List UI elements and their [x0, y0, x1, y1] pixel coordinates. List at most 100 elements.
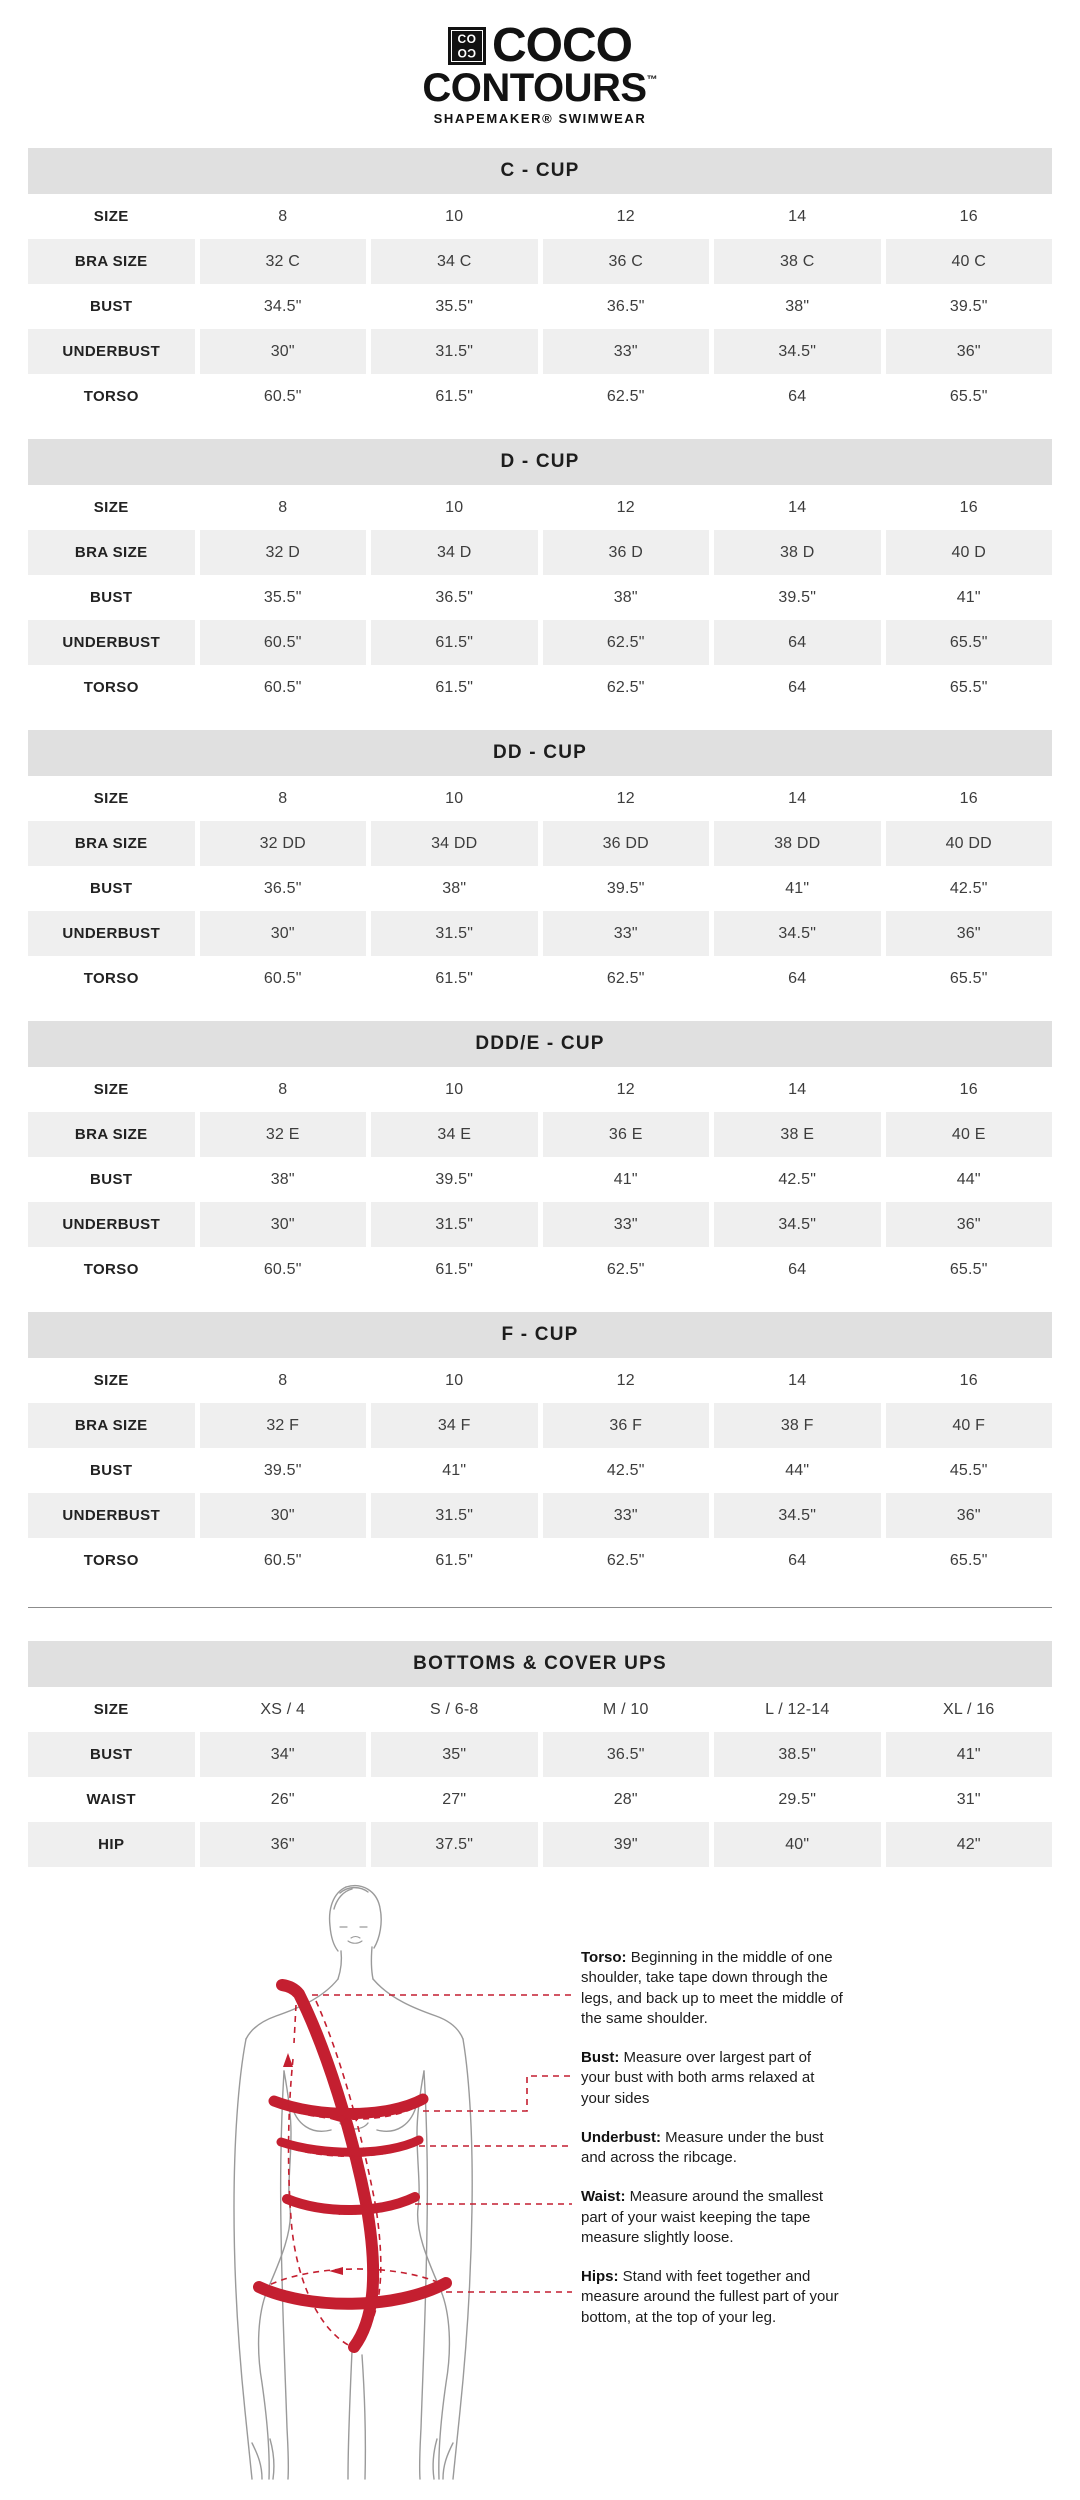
cell-value: 34 D: [371, 530, 538, 575]
cell-value: 30": [199, 911, 366, 956]
cell-value: 14: [788, 789, 807, 807]
table-row: BUST 36.5" 38" 39.5" 41" 42.5": [28, 866, 1052, 911]
cell-value: 34 E: [371, 1112, 538, 1157]
size-table: BOTTOMS & COVER UPS SIZE XS / 4 S / 6-8 M / …: [28, 1641, 1052, 1867]
row-label: HIP: [28, 1822, 195, 1867]
cell-value: 35.5": [263, 588, 302, 606]
size-chart-page: C - CUP SIZE 8 10 12 14 16 BRA SIZE 32 C 34 C 36 C…: [0, 148, 1080, 2500]
row-label: BRA SIZE: [28, 239, 195, 284]
row-label: TORSO: [83, 388, 139, 405]
cell-value: 10: [445, 1371, 464, 1389]
bottoms-size-tables: BOTTOMS & COVER UPS SIZE XS / 4 S / 6-8 M / …: [28, 1641, 1052, 1867]
cell-value: 38 E: [714, 1112, 881, 1157]
cell-value: 34.5": [714, 329, 881, 374]
table-title: C - CUP: [28, 148, 1052, 194]
row-label: UNDERBUST: [28, 329, 195, 374]
cell-value: 64: [788, 969, 807, 987]
cell-value: 34.5": [714, 911, 881, 956]
cell-value: 42.5": [606, 1461, 645, 1479]
cell-value: 12: [616, 207, 635, 225]
cell-value: 36.5": [435, 588, 474, 606]
cell-value: 38": [613, 588, 638, 606]
table-row: SIZE 8 10 12 14 16: [28, 1358, 1052, 1403]
cell-value: 36.5": [606, 297, 645, 315]
cell-value: 38": [442, 879, 467, 897]
cell-value: 28": [613, 1790, 638, 1808]
table-row: BUST 35.5" 36.5" 38" 39.5" 41": [28, 575, 1052, 620]
cell-value: 30": [199, 329, 366, 374]
trademark-symbol: ™: [646, 74, 658, 86]
cell-value: 38 D: [714, 530, 881, 575]
cell-value: 61.5": [435, 1551, 474, 1569]
cell-value: 42.5": [778, 1170, 817, 1188]
cell-value: 36": [885, 911, 1052, 956]
cell-value: 31.5": [371, 911, 538, 956]
row-label: UNDERBUST: [28, 1493, 195, 1538]
note-waist: Waist: Measure around the smallest part …: [581, 2188, 824, 2246]
cell-value: 14: [788, 498, 807, 516]
cell-value: 38.5": [714, 1732, 881, 1777]
cell-value: 8: [278, 207, 288, 225]
brand-name-coco: COCO: [491, 19, 633, 72]
cell-value: 36": [885, 1202, 1052, 1247]
cell-value: 10: [445, 1080, 464, 1098]
table-row: UNDERBUST 30" 31.5" 33" 34.5" 36": [28, 329, 1052, 374]
cell-value: 38": [785, 297, 810, 315]
table-title: F - CUP: [28, 1312, 1052, 1358]
cell-value: 40": [714, 1822, 881, 1867]
cell-value: 33": [542, 329, 709, 374]
table-row: UNDERBUST 30" 31.5" 33" 34.5" 36": [28, 1493, 1052, 1538]
cell-value: 30": [199, 1493, 366, 1538]
table-row: SIZE XS / 4 S / 6-8 M / 10 L / 12-14 XL / 16: [28, 1687, 1052, 1732]
table-row: WAIST 26" 27" 28" 29.5" 31": [28, 1777, 1052, 1822]
cell-value: 31.5": [371, 329, 538, 374]
brand-tagline: SHAPEMAKER® SWIMWEAR: [433, 111, 647, 126]
table-row: BRA SIZE 32 C 34 C 36 C 38 C 40 C: [28, 239, 1052, 284]
cell-value: 44": [956, 1170, 981, 1188]
row-label: SIZE: [93, 1081, 129, 1098]
table-title: D - CUP: [28, 439, 1052, 485]
note-underbust: Underbust: Measure under the bust and ac…: [581, 2128, 824, 2166]
size-table: DD - CUP SIZE 8 10 12 14 16 BRA SIZE 32 DD 34 DD 3…: [28, 730, 1052, 1001]
cell-value: M / 10: [602, 1700, 649, 1718]
cup-size-tables: C - CUP SIZE 8 10 12 14 16 BRA SIZE 32 C 34 C 36 C…: [28, 148, 1052, 1583]
cell-value: 61.5": [435, 1260, 474, 1278]
cell-value: 45.5": [949, 1461, 988, 1479]
cell-value: 42.5": [949, 879, 988, 897]
cell-value: 40 F: [885, 1403, 1052, 1448]
cell-value: 10: [445, 498, 464, 516]
cell-value: 40 D: [885, 530, 1052, 575]
table-row: BRA SIZE 32 D 34 D 36 D 38 D 40 D: [28, 530, 1052, 575]
how-to-measure-section: Torso: Beginning in the middle of one sh…: [0, 1881, 1080, 2500]
cell-value: 39.5": [778, 588, 817, 606]
cell-value: L / 12-14: [765, 1700, 830, 1718]
table-row: UNDERBUST 60.5" 61.5" 62.5" 64 65.5": [28, 620, 1052, 665]
table-row: BRA SIZE 32 F 34 F 36 F 38 F 40 F: [28, 1403, 1052, 1448]
cell-value: S / 6-8: [429, 1700, 479, 1718]
cell-value: 38 F: [714, 1403, 881, 1448]
cell-value: 16: [959, 1371, 978, 1389]
cell-value: 14: [788, 1080, 807, 1098]
table-row: TORSO 60.5" 61.5" 62.5" 64 65.5": [28, 1538, 1052, 1583]
cell-value: 42": [885, 1822, 1052, 1867]
cell-value: 34": [199, 1732, 366, 1777]
cell-value: 41": [785, 879, 810, 897]
row-label: BUST: [90, 589, 133, 606]
cell-value: 8: [278, 1080, 288, 1098]
row-label: BUST: [90, 1462, 133, 1479]
cell-value: 8: [278, 498, 288, 516]
cell-value: 34.5": [714, 1493, 881, 1538]
cell-value: 60.5": [263, 387, 302, 405]
row-label: SIZE: [93, 1701, 129, 1718]
cell-value: 36 D: [542, 530, 709, 575]
cell-value: 39.5": [435, 1170, 474, 1188]
coco-contours-logo: CO CO COCO CONTOURS™ SHAPEMAKER® SWIMWEA…: [422, 19, 658, 127]
row-label: SIZE: [93, 499, 129, 516]
cell-value: 60.5": [199, 620, 366, 665]
cell-value: 39.5": [263, 1461, 302, 1479]
cell-value: 64: [788, 387, 807, 405]
cell-value: 12: [616, 1371, 635, 1389]
cell-value: 60.5": [263, 1551, 302, 1569]
cell-value: 62.5": [606, 969, 645, 987]
cell-value: XS / 4: [260, 1700, 306, 1718]
